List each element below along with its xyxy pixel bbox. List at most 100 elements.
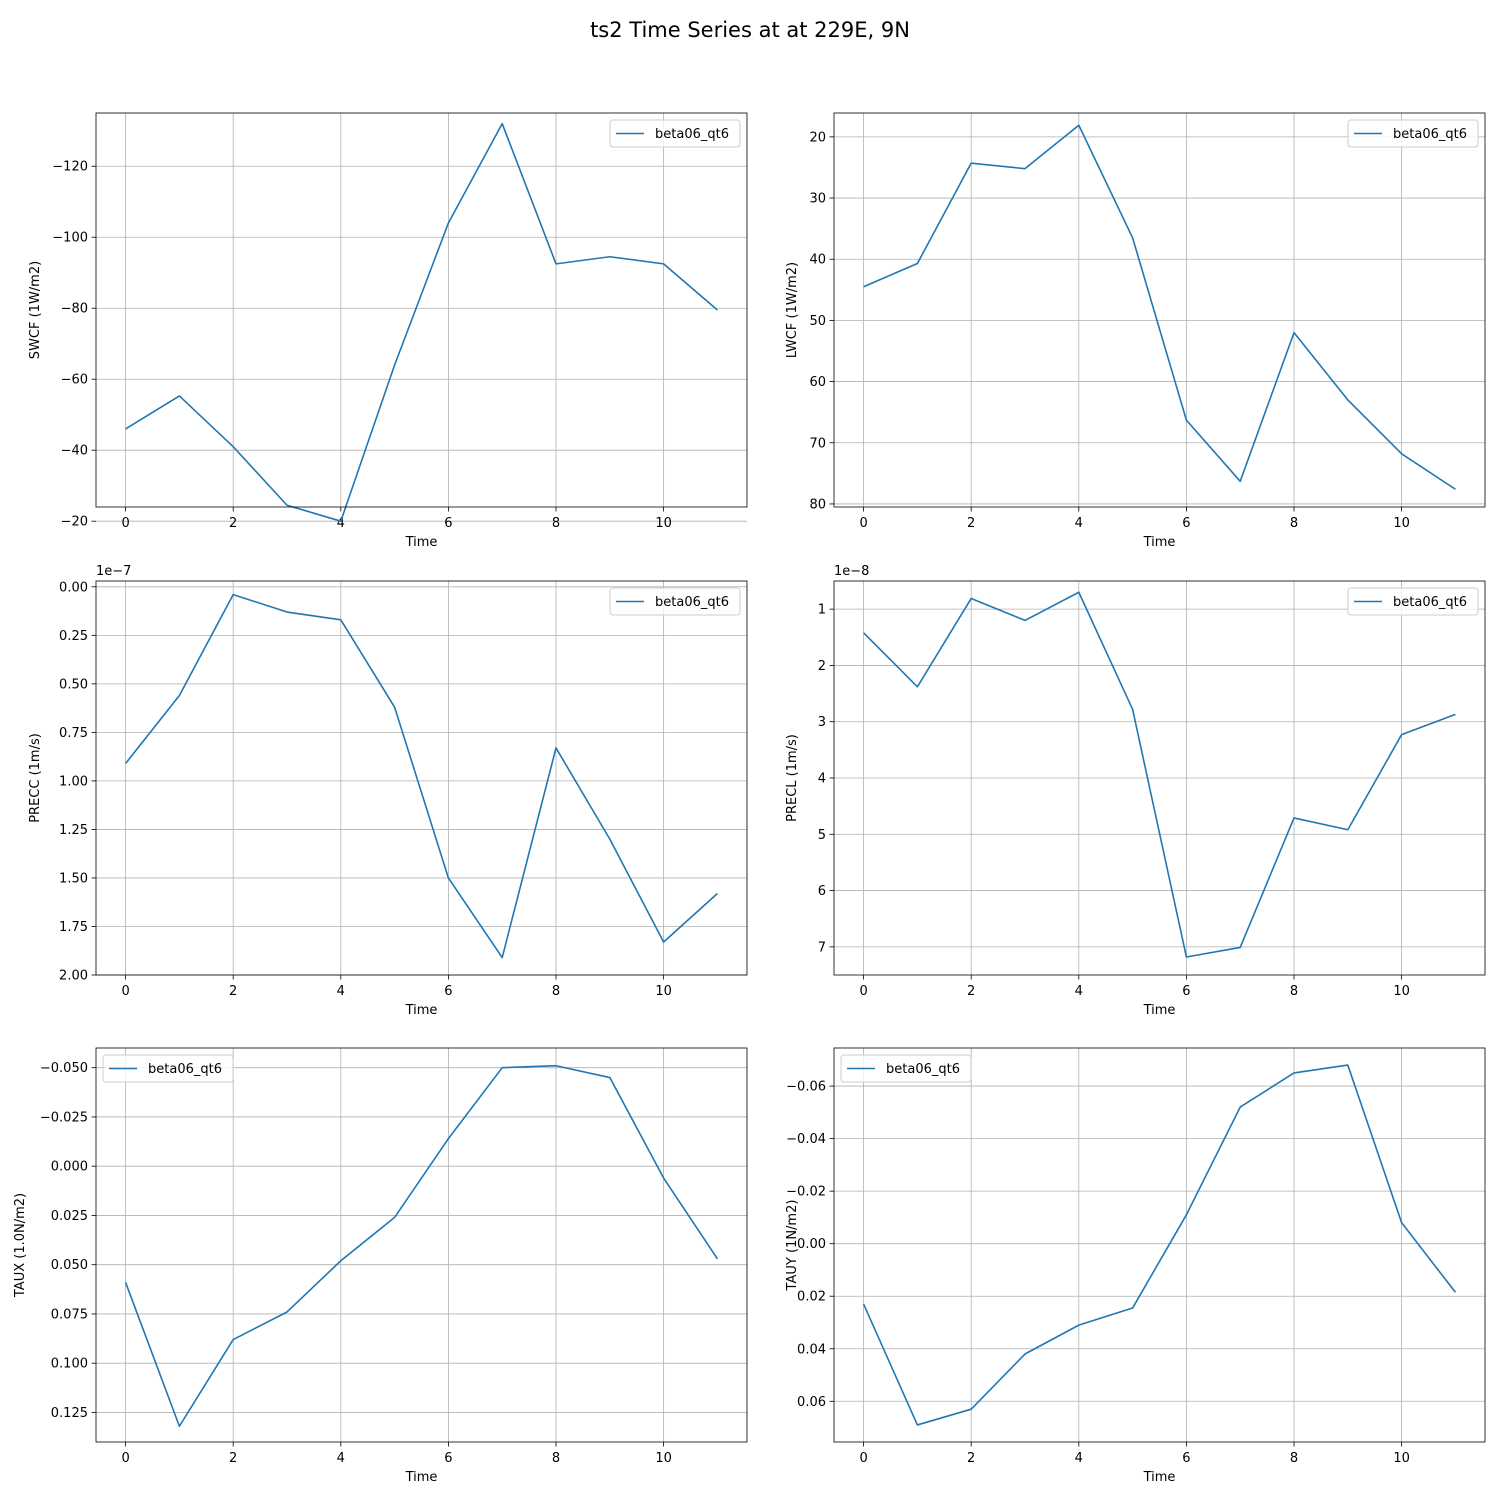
- y-axis-label: TAUX (1.0N/m2): [13, 1193, 28, 1298]
- x-tick-label: 6: [444, 1451, 452, 1466]
- y-tick-label: 0.06: [797, 1395, 826, 1410]
- y-axis-label: LWCF (1W/m2): [785, 262, 800, 358]
- y-tick-label: −40: [61, 444, 88, 459]
- x-tick-label: 8: [1290, 1451, 1298, 1466]
- y-tick-label: −0.050: [40, 1061, 88, 1076]
- y-tick-label: 30: [809, 192, 826, 207]
- y-tick-label: −0.06: [786, 1080, 826, 1095]
- y-tick-label: 0.00: [59, 580, 88, 595]
- legend-box: [609, 587, 741, 616]
- y-tick-label: 2.00: [59, 969, 88, 984]
- y-tick-label: −120: [52, 160, 88, 175]
- axes-frame: [833, 112, 1486, 508]
- y-tick-label: 0.075: [51, 1307, 88, 1322]
- y-tick-label: 0.050: [51, 1258, 88, 1273]
- x-tick-label: 0: [859, 984, 867, 999]
- x-tick-label: 6: [444, 984, 452, 999]
- y-tick-label: 5: [818, 828, 826, 843]
- legend-box: [609, 119, 741, 148]
- x-tick-label: 6: [1182, 1451, 1190, 1466]
- x-tick-label: 0: [121, 1451, 129, 1466]
- x-tick-label: 0: [121, 984, 129, 999]
- figure-title: ts2 Time Series at at 229E, 9N: [590, 18, 910, 42]
- y-tick-label: 0.04: [797, 1342, 826, 1357]
- x-tick-label: 4: [337, 516, 345, 531]
- chart-panel-1: 0 2 4 6 8 10 −120 −100 −80 −60 −40 −20 Time SWCF (1W/…: [28, 112, 748, 550]
- y-tick-label: −0.025: [40, 1110, 88, 1125]
- legend-label: beta06_qt6: [1393, 595, 1467, 610]
- y-tick-label: 0.00: [797, 1237, 826, 1252]
- x-tick-label: 8: [1290, 516, 1298, 531]
- legend-label: beta06_qt6: [1393, 127, 1467, 142]
- legend: beta06_qt6: [609, 119, 741, 148]
- x-tick-label: 0: [859, 516, 867, 531]
- y-offset-text: 1e−8: [834, 564, 869, 579]
- y-tick-label: 2: [818, 659, 826, 674]
- axes-frame: [833, 580, 1486, 976]
- x-tick-label: 2: [967, 1451, 975, 1466]
- series-line-1: [862, 1064, 1457, 1426]
- x-tick-label: 2: [229, 516, 237, 531]
- x-tick-label: 2: [229, 1451, 237, 1466]
- x-tick-label: 8: [552, 984, 560, 999]
- legend: beta06_qt6: [102, 1054, 234, 1083]
- x-axis-label: Time: [1143, 1003, 1176, 1018]
- series-line-1: [863, 124, 1456, 490]
- x-axis-label: Time: [405, 1470, 438, 1485]
- x-tick-label: 4: [337, 984, 345, 999]
- x-tick-label: 10: [655, 516, 672, 531]
- axes-frame: [95, 580, 748, 976]
- x-tick-label: 2: [967, 516, 975, 531]
- x-axis-label: Time: [1143, 1470, 1176, 1485]
- y-tick-label: 0.50: [59, 677, 88, 692]
- legend-label: beta06_qt6: [886, 1062, 960, 1077]
- y-axis-label: PRECL (1m/s): [785, 734, 800, 822]
- legend: beta06_qt6: [1347, 119, 1479, 148]
- x-tick-label: 8: [552, 516, 560, 531]
- y-tick-label: 0.000: [51, 1160, 88, 1175]
- axes-frame: [833, 1047, 1486, 1443]
- y-tick-label: 60: [809, 375, 826, 390]
- y-tick-label: −100: [52, 231, 88, 246]
- y-tick-label: −0.04: [786, 1132, 826, 1147]
- x-tick-label: 4: [1075, 1451, 1083, 1466]
- series-line-1: [125, 122, 718, 523]
- y-tick-label: −20: [61, 515, 88, 530]
- legend-label: beta06_qt6: [655, 595, 729, 610]
- legend-box: [1347, 119, 1479, 148]
- x-tick-label: 10: [1393, 984, 1410, 999]
- legend-box: [1347, 587, 1479, 616]
- y-tick-label: −80: [61, 302, 88, 317]
- x-tick-label: 2: [229, 984, 237, 999]
- y-tick-label: 4: [818, 772, 826, 787]
- y-tick-label: 7: [818, 940, 826, 955]
- y-tick-label: −0.02: [786, 1185, 826, 1200]
- x-tick-label: 0: [121, 516, 129, 531]
- chart-panel-2: 0 2 4 6 8 10 20 30 40 50 60 70 80 Time LWCF (1W/m2) bet…: [785, 112, 1486, 550]
- y-tick-label: 0.75: [59, 726, 88, 741]
- x-tick-label: 8: [1290, 984, 1298, 999]
- series-line-1: [124, 1064, 719, 1428]
- y-tick-label: 80: [809, 497, 826, 512]
- legend-label: beta06_qt6: [655, 127, 729, 142]
- x-tick-label: 4: [1075, 516, 1083, 531]
- x-axis-label: Time: [405, 1003, 438, 1018]
- y-tick-label: 6: [818, 884, 826, 899]
- y-tick-label: 0.25: [59, 629, 88, 644]
- y-tick-label: 1.75: [59, 920, 88, 935]
- y-tick-label: 20: [809, 130, 826, 145]
- y-offset-text: 1e−7: [96, 564, 131, 579]
- x-tick-label: 0: [859, 1451, 867, 1466]
- legend-box: [102, 1054, 234, 1083]
- x-tick-label: 6: [444, 516, 452, 531]
- legend-label: beta06_qt6: [148, 1062, 222, 1077]
- x-tick-label: 10: [1393, 516, 1410, 531]
- y-tick-label: 0.100: [51, 1357, 88, 1372]
- x-tick-label: 10: [655, 1451, 672, 1466]
- y-tick-label: 1: [818, 603, 826, 618]
- series-line-1: [863, 591, 1456, 958]
- x-tick-label: 6: [1182, 516, 1190, 531]
- y-axis-label: TAUY (1N/m2): [785, 1200, 800, 1292]
